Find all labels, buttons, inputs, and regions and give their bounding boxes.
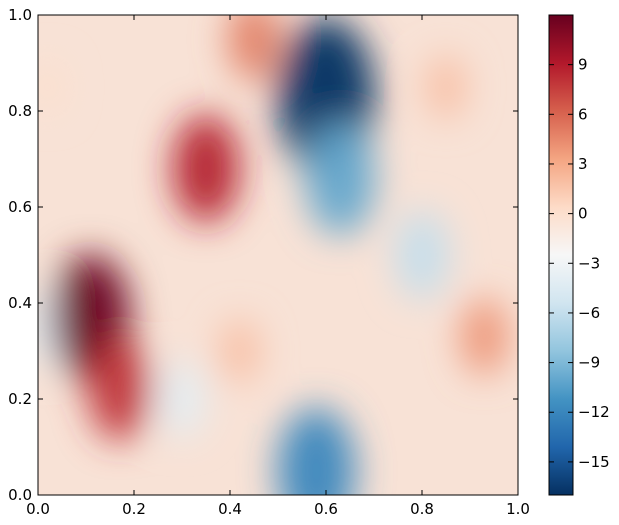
y-tick-label: 0.2 <box>8 390 32 408</box>
colorbar-tick-label: 9 <box>578 56 588 74</box>
heatmap-feature <box>158 360 206 438</box>
heatmap-feature <box>88 338 151 441</box>
heatmap-feature <box>228 15 280 81</box>
y-tick-label: 0.0 <box>8 486 32 504</box>
colorbar-tick-label: 3 <box>578 155 588 173</box>
colorbar-tick-label: −15 <box>578 453 610 471</box>
heatmap-feature <box>172 114 240 223</box>
x-tick-label: 0.0 <box>26 500 50 518</box>
colorbar-tick-label: −12 <box>578 403 610 421</box>
colorbar: 9 6 3 0 −3 −6 −9 −12 −15 <box>548 14 610 496</box>
x-tick-label: 0.2 <box>122 500 146 518</box>
heatmap-feature <box>38 61 64 113</box>
plot-frame <box>37 14 519 496</box>
heatmap-feature <box>305 121 376 236</box>
x-tick-label: 1.0 <box>506 500 530 518</box>
y-tick-label: 0.4 <box>8 294 32 312</box>
heatmap-feature <box>219 318 260 384</box>
y-tick-label: 0.6 <box>8 198 32 216</box>
plot-area <box>37 14 519 496</box>
x-tick-label: 0.4 <box>218 500 242 518</box>
field-blobs <box>38 15 509 495</box>
y-axis: 0.0 0.2 0.4 0.6 0.8 1.0 <box>8 6 518 504</box>
heatmap-feature <box>277 407 356 495</box>
heatmap-feature <box>460 298 509 376</box>
x-tick-label: 0.8 <box>410 500 434 518</box>
colorbar-tick-label: −6 <box>578 304 600 322</box>
y-tick-label: 1.0 <box>8 6 32 24</box>
colorbar-ticks: 9 6 3 0 −3 −6 −9 −12 −15 <box>549 56 610 471</box>
x-axis: 0.0 0.2 0.4 0.6 0.8 1.0 <box>26 15 530 518</box>
heatmap-feature <box>394 210 450 300</box>
y-tick-label: 0.8 <box>8 102 32 120</box>
colorbar-tick-label: −3 <box>578 254 600 272</box>
heatmap-feature <box>426 54 466 120</box>
heatmap-field <box>38 15 509 495</box>
colorbar-body <box>548 14 574 496</box>
colorbar-tick-label: −9 <box>578 354 600 372</box>
colorbar-tick-label: 0 <box>578 205 588 223</box>
x-tick-label: 0.6 <box>314 500 338 518</box>
colorbar-tick-label: 6 <box>578 105 588 123</box>
